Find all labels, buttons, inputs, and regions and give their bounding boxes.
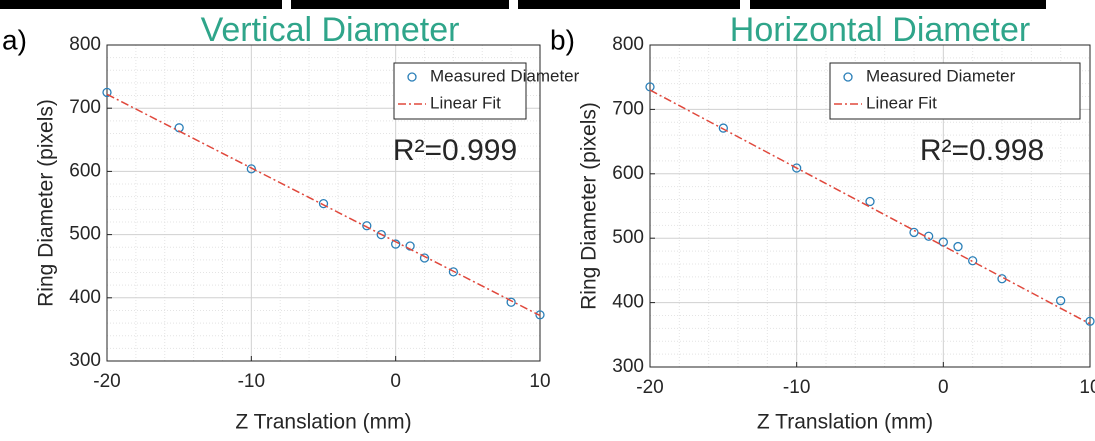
cropped-bar xyxy=(518,0,740,9)
axes-box xyxy=(106,44,541,362)
cropped-bar xyxy=(750,0,1046,9)
x-tick-label: 10 xyxy=(1079,377,1095,398)
data-point xyxy=(506,297,516,307)
data-point xyxy=(1056,296,1066,306)
x-tick-label: -20 xyxy=(93,371,120,392)
y-tick-label: 700 xyxy=(69,97,101,118)
data-point xyxy=(953,241,963,252)
data-point xyxy=(792,163,802,173)
legend-label: Measured Diameter xyxy=(866,66,1016,85)
data-point xyxy=(535,310,545,320)
panel-label: b) xyxy=(550,24,575,55)
y-tick-label: 800 xyxy=(69,34,101,55)
data-point xyxy=(909,227,919,238)
y-axis-label: Ring Diameter (pixels) xyxy=(578,102,601,310)
data-point xyxy=(391,239,401,249)
x-tick-label: -10 xyxy=(783,377,810,398)
fit-line xyxy=(649,89,1091,325)
y-tick-label: 400 xyxy=(612,292,644,313)
annotation: R²=0.999 xyxy=(393,134,517,167)
data-point xyxy=(419,253,430,263)
data-point xyxy=(246,164,256,174)
data-point xyxy=(318,198,329,209)
y-tick-label: 600 xyxy=(612,163,644,184)
data-point xyxy=(376,229,386,240)
legend-label: Linear Fit xyxy=(430,93,501,112)
annotation: R²=0.998 xyxy=(920,134,1044,167)
data-point xyxy=(102,87,112,98)
y-tick-label: 500 xyxy=(612,227,644,248)
y-tick-label: 400 xyxy=(69,287,101,308)
data-point xyxy=(968,256,978,266)
chart-title: Horizontal Diameter xyxy=(730,11,1030,49)
x-tick-label: -20 xyxy=(636,377,663,398)
panel-label: a) xyxy=(2,24,27,55)
x-tick-label: 0 xyxy=(390,371,401,392)
x-tick-label: -10 xyxy=(238,371,265,392)
y-tick-label: 300 xyxy=(612,356,644,377)
cropped-bar xyxy=(291,0,509,9)
fit-line xyxy=(106,93,541,317)
legend-marker xyxy=(843,72,853,82)
legend-marker xyxy=(407,72,417,82)
data-point xyxy=(718,123,728,133)
x-axis-label: Z Translation (mm) xyxy=(757,411,933,434)
x-axis-label: Z Translation (mm) xyxy=(235,411,411,434)
axes-box xyxy=(649,44,1091,368)
legend-box xyxy=(393,62,527,120)
y-tick-label: 300 xyxy=(69,350,101,371)
legend-label: Linear Fit xyxy=(866,93,937,112)
data-point xyxy=(362,221,372,231)
x-tick-label: 0 xyxy=(938,377,949,398)
y-tick-label: 800 xyxy=(612,34,644,55)
legend-box xyxy=(829,62,1081,120)
cropped-bar xyxy=(0,0,282,9)
y-tick-label: 600 xyxy=(69,160,101,181)
x-tick-label: 10 xyxy=(529,371,550,392)
data-point xyxy=(1085,316,1095,326)
data-point xyxy=(865,196,875,207)
legend-label: Measured Diameter xyxy=(430,66,580,85)
data-point xyxy=(448,267,459,277)
chart-title: Vertical Diameter xyxy=(201,11,460,49)
y-tick-label: 500 xyxy=(69,224,101,245)
y-axis-label: Ring Diameter (pixels) xyxy=(35,99,58,307)
y-tick-label: 700 xyxy=(612,98,644,119)
